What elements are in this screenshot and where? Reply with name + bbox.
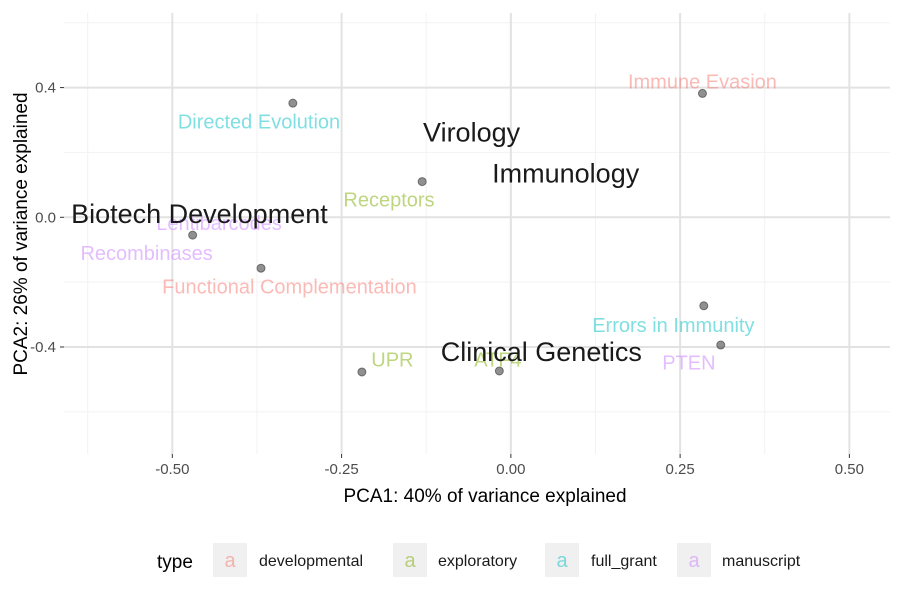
cluster-labels: Virology Immunology Biotech Development Cli…: [71, 117, 642, 367]
y-tick-label: 0.0: [35, 209, 56, 226]
type-label: ATF4: [474, 349, 521, 371]
y-tick-label: 0.4: [35, 80, 56, 97]
type-label: Recombinases: [80, 243, 212, 265]
x-tick-label: -0.25: [324, 461, 358, 478]
type-label: Directed Evolution: [178, 111, 340, 133]
data-point: [357, 367, 367, 377]
legend-key-glyph: a: [688, 550, 700, 572]
legend-key-box: [677, 543, 711, 577]
type-label: Lentibarcodes: [156, 213, 282, 235]
legend-key-glyph: a: [404, 550, 416, 572]
major-gridlines: [64, 13, 890, 454]
data-point: [417, 177, 427, 187]
type-label: Receptors: [343, 189, 434, 211]
legend-entry-label: developmental: [259, 553, 363, 570]
legend-title: type: [157, 552, 193, 573]
cluster-label: Immunology: [492, 159, 640, 189]
minor-gridlines: [64, 13, 890, 454]
cluster-label: Clinical Genetics: [441, 337, 642, 367]
data-point: [288, 98, 298, 108]
data-point: [494, 366, 504, 376]
type-label: Immune Evasion: [628, 72, 777, 94]
data-point: [716, 340, 726, 350]
cluster-label: Biotech Development: [71, 199, 328, 229]
type-labels: Immune Evasion Directed Evolution Receptor…: [80, 72, 776, 375]
x-tick-label: 0.00: [496, 461, 525, 478]
legend-key-box: [393, 543, 427, 577]
legend-key-glyph: a: [556, 550, 568, 572]
data-point: [697, 88, 707, 98]
legend-key-box: [213, 543, 247, 577]
y-tick-label: -0.4: [30, 339, 56, 356]
data-point: [256, 263, 266, 273]
y-axis-ticks: -0.4 0.0 0.4: [30, 80, 64, 356]
x-axis-title: PCA1: 40% of variance explained: [343, 486, 626, 507]
legend-key-box: [545, 543, 579, 577]
type-label: Functional Complementation: [162, 277, 417, 299]
data-points: [188, 88, 726, 377]
x-tick-label: -0.50: [155, 461, 189, 478]
x-tick-label: 0.50: [835, 461, 864, 478]
type-label: Errors in Immunity: [592, 315, 754, 337]
type-label: PTEN: [662, 353, 715, 375]
data-point: [699, 301, 709, 311]
legend-key-glyph: a: [224, 550, 236, 572]
data-point: [188, 230, 198, 240]
y-axis-title: PCA2: 26% of variance explained: [11, 92, 32, 375]
cluster-label: Virology: [423, 117, 521, 147]
legend-entry-label: exploratory: [438, 553, 517, 570]
x-tick-label: 0.25: [666, 461, 695, 478]
legend: type a developmental a exploratory a full_gra…: [157, 543, 801, 577]
type-label: UPR: [371, 349, 413, 371]
legend-entry-label: full_grant: [591, 553, 657, 570]
x-axis-ticks: -0.50 -0.25 0.00 0.25 0.50: [155, 454, 864, 478]
legend-entry-label: manuscript: [722, 553, 801, 570]
panel-background: [64, 13, 890, 454]
